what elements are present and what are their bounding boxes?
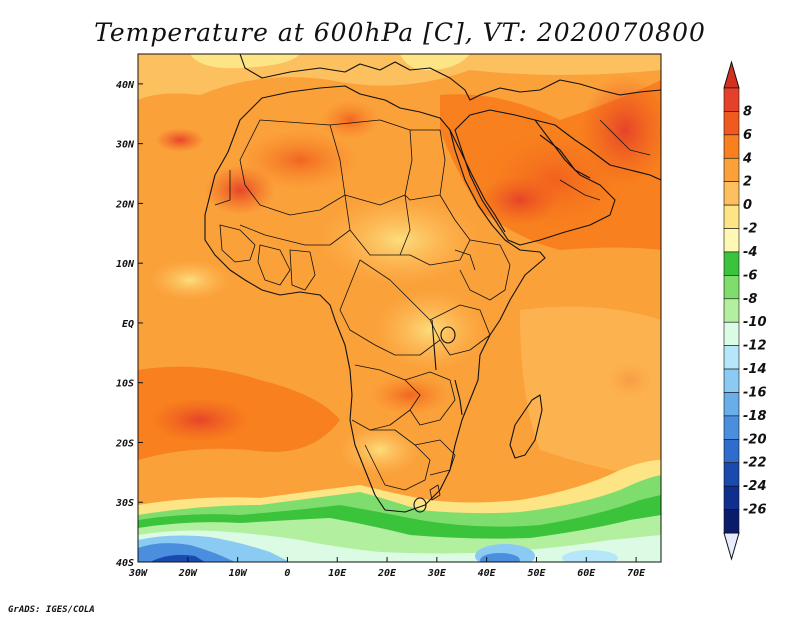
colorbar-level-label: 8 xyxy=(743,104,752,119)
latitude-axis: 40N 30N 20N 10N EQ 10S 20S 30S 40S xyxy=(115,80,143,569)
lat-tick-label: 10S xyxy=(116,379,134,390)
colorbar-level-label: -26 xyxy=(743,503,767,518)
coastlines xyxy=(204,54,661,513)
lon-tick-label: 40E xyxy=(478,568,497,579)
colorbar-swatch xyxy=(723,368,740,393)
colorbar-swatch xyxy=(723,462,740,487)
colorbar-level-label: -8 xyxy=(743,292,757,307)
colorbar-bottom-arrow xyxy=(723,532,740,561)
colorbar-level-label: -12 xyxy=(743,339,767,354)
credit-label: GrADS: IGES/COLA xyxy=(8,605,95,615)
colorbar-swatch xyxy=(723,275,740,300)
colorbar-level-label: -22 xyxy=(743,456,767,471)
longitude-axis: 30W 20W 10W 0 10E 20E 30E 40E 50E 60E 70E xyxy=(128,557,646,579)
madagascar-coastline xyxy=(509,394,543,459)
lon-tick-label: 60E xyxy=(577,568,596,579)
colorbar-swatch xyxy=(723,204,740,229)
lat-tick-label: 30N xyxy=(115,140,135,151)
colorbar-top-arrow xyxy=(723,60,740,89)
arabia-coastline xyxy=(454,109,616,246)
colorbar-swatch xyxy=(723,181,740,206)
lat-tick-label: 40S xyxy=(116,558,134,569)
lon-tick-label: 50E xyxy=(527,568,546,579)
colorbar-level-label: -10 xyxy=(743,315,767,330)
colorbar-level-label: -6 xyxy=(743,268,757,283)
colorbar-level-label: -2 xyxy=(743,222,757,237)
colorbar-swatch xyxy=(723,134,740,159)
colorbar-swatch xyxy=(723,251,740,276)
colorbar-swatch xyxy=(723,321,740,346)
colorbar-level-label: -24 xyxy=(743,479,767,494)
lon-tick-label: 20E xyxy=(377,568,397,579)
colorbar-level-label: -16 xyxy=(743,385,767,400)
lat-tick-label: 10N xyxy=(116,259,135,270)
colorbar-level-label: 2 xyxy=(743,175,752,190)
colorbar-swatch xyxy=(723,228,740,253)
lon-tick-label: 30E xyxy=(427,568,447,579)
colorbar-level-label: 0 xyxy=(743,198,752,213)
lat-tick-label: 20N xyxy=(115,199,135,210)
lat-tick-label: 40N xyxy=(116,80,135,91)
lon-tick-label: 70E xyxy=(627,568,646,579)
colorbar-level-label: 4 xyxy=(742,151,752,166)
colorbar-swatch xyxy=(723,415,740,440)
africa-coastline xyxy=(204,85,546,513)
colorbar-swatch xyxy=(723,298,740,323)
lat-tick-label: 30S xyxy=(115,498,134,509)
colorbar-level-label: -18 xyxy=(743,409,767,424)
lon-tick-label: 20W xyxy=(178,568,198,579)
lat-tick-label: 20S xyxy=(115,438,134,449)
colorbar-level-label: -4 xyxy=(743,245,757,260)
asia-coastline xyxy=(534,119,661,181)
europe-coastline xyxy=(239,54,661,101)
colorbar-swatch xyxy=(723,157,740,182)
lat-tick-label: EQ xyxy=(122,319,134,330)
colorbar-swatch xyxy=(723,509,740,534)
colorbar-level-label: -20 xyxy=(743,432,767,447)
colorbar-swatch xyxy=(723,87,740,112)
map-title: Temperature at 600hPa [C], VT: 202007080… xyxy=(94,18,706,47)
colorbar-swatch xyxy=(723,485,740,510)
lon-tick-label: 10E xyxy=(328,568,347,579)
colorbar-swatch xyxy=(723,439,740,464)
colorbar-swatch xyxy=(723,345,740,370)
colorbar-swatch xyxy=(723,111,740,136)
map-frame xyxy=(137,53,662,563)
temperature-field xyxy=(138,54,661,562)
colorbar: 8 6 4 2 0 -2 -4 -6 -8 -10 -12 -14 -16 -18 -20 -22 -24 -26 xyxy=(723,60,767,561)
colorbar-level-label: -14 xyxy=(743,362,767,377)
colorbar-swatch xyxy=(723,392,740,417)
lon-tick-label: 10W xyxy=(229,568,248,579)
colorbar-level-label: 6 xyxy=(743,128,752,143)
lon-tick-label: 30W xyxy=(128,568,148,579)
lon-tick-label: 0 xyxy=(284,568,290,579)
